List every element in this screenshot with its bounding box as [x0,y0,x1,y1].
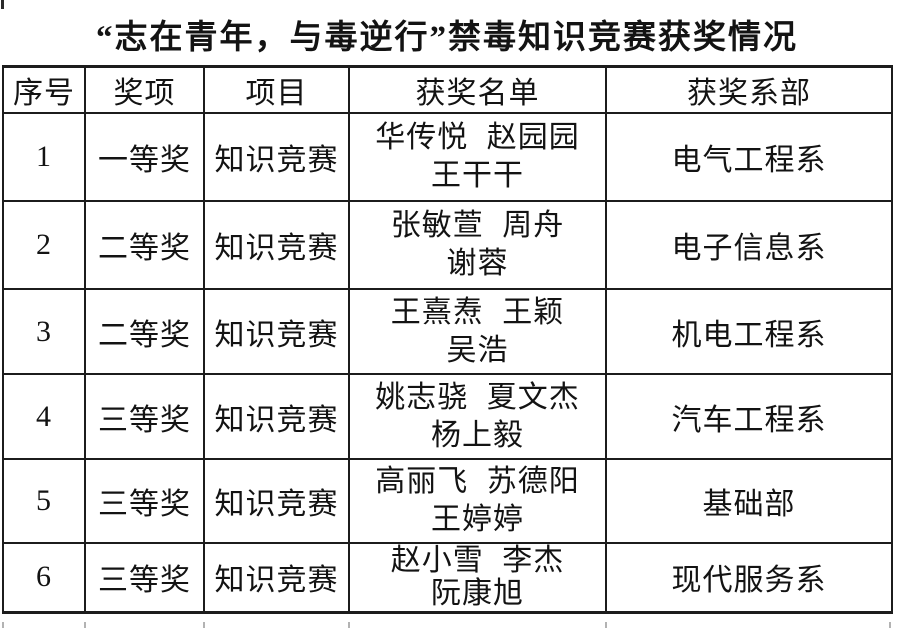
winners-line-2: 吴浩 [446,333,509,367]
table-row: 2 二等奖 知识竞赛 张敏萱 周舟 谢蓉 电子信息系 [2,200,893,290]
winners-line-1: 高丽飞 苏德阳 [375,465,580,498]
award-cell: 三等奖 [84,458,205,544]
row-number-cell: 6 [2,542,86,613]
table-header-row: 序号 奖项 项目 获奖名单 获奖系部 [2,65,893,114]
winners-line-2: 王干干 [431,159,524,192]
department-cell: 机电工程系 [605,288,893,375]
award-cell: 三等奖 [84,373,205,460]
department-cell: 电子信息系 [605,200,893,290]
next-row-border-stub [605,622,607,628]
table-row: 4 三等奖 知识竞赛 姚志骁 夏文杰 杨上毅 汽车工程系 [2,373,893,460]
project-cell: 知识竞赛 [203,458,350,544]
award-cell: 二等奖 [84,288,205,375]
winners-line-1: 华传悦 赵园园 [375,121,580,154]
table-border-stub [1,0,4,9]
table-row: 3 二等奖 知识竞赛 王熹焘 王颖 吴浩 机电工程系 [2,288,893,375]
winners-line-2: 杨上毅 [431,418,524,452]
winners-line-1: 赵小雪 李杰 [390,544,565,578]
winners-line-1: 王熹焘 王颖 [390,295,565,329]
table-row: 5 三等奖 知识竞赛 高丽飞 苏德阳 王婷婷 基础部 [2,458,893,544]
winners-line-1: 张敏萱 周舟 [390,209,565,242]
next-row-border-stub [889,622,891,628]
next-row-border-stub [348,622,350,628]
table-row: 1 一等奖 知识竞赛 华传悦 赵园园 王干干 电气工程系 [2,112,893,202]
project-cell: 知识竞赛 [203,542,350,613]
winners-cell: 王熹焘 王颖 吴浩 [348,288,607,375]
header-project: 项目 [203,65,350,114]
department-cell: 电气工程系 [605,112,893,202]
row-number-cell: 4 [2,373,86,460]
table-row: 6 三等奖 知识竞赛 赵小雪 李杰 阮康旭 现代服务系 [2,542,893,613]
row-number-cell: 5 [2,458,86,544]
project-cell: 知识竞赛 [203,373,350,460]
project-cell: 知识竞赛 [203,112,350,202]
winners-line-1: 姚志骁 夏文杰 [375,380,580,414]
award-cell: 三等奖 [84,542,205,613]
header-winners: 获奖名单 [348,65,607,114]
row-number-cell: 1 [2,112,86,202]
header-award: 奖项 [84,65,205,114]
page-title: “志在青年，与毒逆行”禁毒知识竞赛获奖情况 [96,20,798,56]
project-cell: 知识竞赛 [203,288,350,375]
winners-cell: 赵小雪 李杰 阮康旭 [348,542,607,613]
header-department: 获奖系部 [605,65,893,114]
row-number-cell: 3 [2,288,86,375]
winners-cell: 张敏萱 周舟 谢蓉 [348,200,607,290]
award-cell: 一等奖 [84,112,205,202]
winners-cell: 华传悦 赵园园 王干干 [348,112,607,202]
department-cell: 现代服务系 [605,542,893,613]
next-row-border-stub [203,622,205,628]
department-cell: 汽车工程系 [605,373,893,460]
header-no: 序号 [2,65,86,114]
winners-cell: 姚志骁 夏文杰 杨上毅 [348,373,607,460]
project-cell: 知识竞赛 [203,200,350,290]
department-cell: 基础部 [605,458,893,544]
winners-cell: 高丽飞 苏德阳 王婷婷 [348,458,607,544]
next-row-border-stub [2,622,4,628]
winners-line-2: 阮康旭 [431,577,524,611]
row-number-cell: 2 [2,200,86,290]
award-cell: 二等奖 [84,200,205,290]
next-row-border-stub [84,622,86,628]
awards-table: 序号 奖项 项目 获奖名单 获奖系部 1 一等奖 知识竞赛 华传悦 赵园园 王干… [2,65,893,614]
winners-line-2: 谢蓉 [446,247,509,280]
winners-line-2: 王婷婷 [431,503,524,536]
